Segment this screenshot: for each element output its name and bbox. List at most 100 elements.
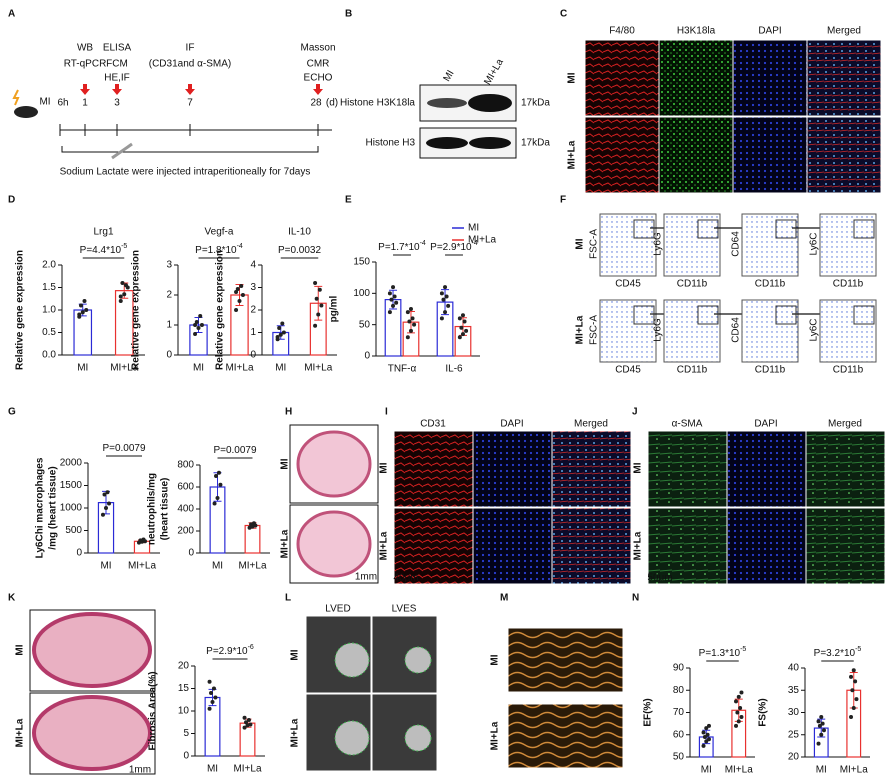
data-point	[849, 674, 854, 679]
x-tick-label: MI+La	[840, 765, 869, 776]
label: Merged	[574, 419, 608, 430]
label: Ly6G	[653, 318, 664, 342]
data-point	[460, 313, 465, 318]
y-label: Relative gene expression	[215, 250, 226, 370]
label: MI	[379, 462, 390, 473]
data-point	[80, 310, 85, 315]
p-value: P=0.0079	[213, 445, 257, 456]
frame	[29, 692, 156, 775]
y-label: (heart tissue)	[160, 478, 171, 541]
p-value-text: P=2.9*10	[430, 242, 472, 253]
y-tick-label: 0	[188, 548, 194, 559]
panel-letter: B	[345, 9, 352, 20]
p-value-exponent: -5	[121, 243, 127, 250]
panel-letter: C	[560, 9, 567, 20]
data-point	[407, 319, 412, 324]
data-point	[84, 308, 89, 312]
label: CD11b	[677, 279, 708, 290]
panel-letter: L	[285, 593, 291, 604]
band	[469, 137, 511, 149]
label: MI	[567, 72, 578, 83]
data-point	[439, 316, 444, 321]
data-point	[234, 290, 239, 294]
x-tick-label: MI+La	[128, 561, 157, 572]
heart-section	[32, 612, 152, 688]
bar	[244, 524, 261, 554]
y-tick-label: 15	[178, 683, 190, 694]
data-point	[237, 299, 242, 303]
y-label: Fibrosis Area(%)	[148, 671, 159, 750]
x-tick-label: MI	[100, 561, 111, 572]
label: Ly6C	[809, 233, 820, 256]
x-tick-label: MI+La	[304, 363, 333, 374]
gate	[697, 305, 719, 325]
micrograph	[726, 430, 807, 508]
p-value-text: P=4.4*10	[80, 245, 122, 256]
heart-section	[296, 510, 372, 578]
ventricle	[404, 724, 432, 752]
flow-plot	[741, 299, 799, 363]
panel-letter: M	[500, 593, 508, 604]
label: MI+La	[490, 721, 501, 750]
panel-letter: J	[632, 407, 638, 418]
data-point	[738, 706, 743, 711]
data-point	[104, 506, 108, 510]
label: 1mm	[355, 572, 377, 583]
label: 1mm	[129, 765, 151, 776]
micrograph	[806, 39, 882, 117]
micrograph	[726, 507, 807, 585]
panel-letter: F	[560, 195, 566, 206]
y-tick-label: 200	[177, 526, 194, 537]
y-tick-label: 800	[177, 460, 194, 471]
y-label: Ly6Chi macrophages	[35, 457, 46, 558]
data-point	[123, 283, 128, 288]
label: MI	[633, 462, 644, 473]
data-point	[198, 314, 203, 318]
y-tick-label: 20	[178, 661, 190, 672]
micrograph	[393, 430, 474, 508]
label: MI+La	[15, 718, 26, 747]
y-tick-label: 3	[166, 260, 172, 271]
panel-letter: K	[8, 593, 16, 604]
data-point	[248, 722, 253, 727]
y-tick-label: 50	[359, 319, 371, 330]
y-tick-label: 3	[250, 282, 256, 293]
label: CD45	[615, 365, 641, 376]
p-value-text: P=1.3*10	[699, 648, 741, 659]
x-tick-label: MI	[816, 765, 827, 776]
data-point	[316, 312, 321, 317]
y-tick-label: 500	[65, 525, 82, 536]
data-point	[851, 668, 856, 673]
label: MI+La	[280, 529, 291, 558]
label: DAPI	[754, 419, 777, 430]
data-point	[734, 699, 739, 704]
y-tick-label: 40	[788, 663, 800, 674]
gate	[633, 305, 655, 325]
label: FSC-A	[589, 315, 600, 345]
label: LVED	[325, 604, 350, 615]
label: (d)	[326, 98, 338, 109]
x-tick-label: MI+La	[233, 764, 262, 775]
data-point	[820, 721, 825, 726]
injection-bracket	[61, 146, 319, 153]
p-value: P=3.2*10-5	[814, 646, 862, 659]
label: CD11b	[833, 365, 864, 376]
micrograph	[551, 430, 632, 508]
data-point	[854, 697, 859, 702]
data-point	[207, 679, 212, 684]
frame	[289, 504, 379, 584]
data-point	[234, 308, 239, 312]
panel-letter: N	[632, 593, 639, 604]
label: MI	[280, 458, 291, 469]
label: IF	[186, 43, 195, 54]
x-tick-label: MI	[212, 561, 223, 572]
panel-letter: G	[8, 407, 16, 418]
data-point	[460, 332, 465, 337]
y-label: FS(%)	[758, 698, 769, 726]
gate	[775, 305, 797, 325]
frame	[289, 424, 379, 504]
y-tick-label: 50	[673, 752, 685, 763]
x-tick-label: MI	[207, 764, 218, 775]
label: 40μm	[393, 573, 418, 584]
panel-letter: I	[385, 407, 388, 418]
